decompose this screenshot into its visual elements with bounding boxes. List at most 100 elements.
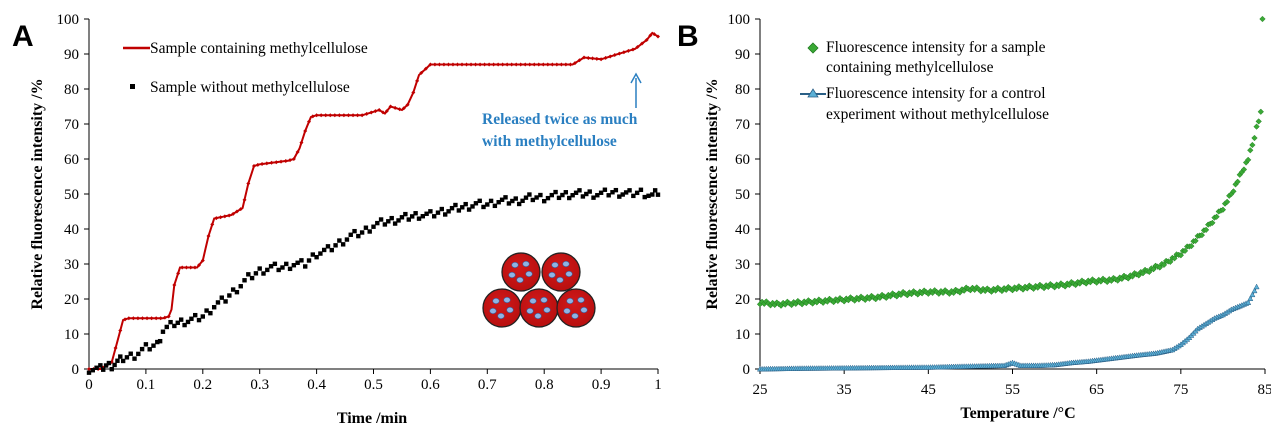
y-tick-label: 10 <box>64 327 79 343</box>
data-point-without <box>614 188 618 192</box>
data-point-methylcellulose <box>546 63 550 67</box>
particle-circle <box>542 253 580 291</box>
data-point-without <box>322 248 326 252</box>
legend-label-without: Sample without methylcellulose <box>150 79 350 96</box>
data-point-without <box>112 363 116 367</box>
x-tick-label: 0.8 <box>535 377 554 393</box>
y-tick-label: 60 <box>64 152 79 168</box>
data-point-methylcellulose-b <box>1258 109 1264 115</box>
data-point-methylcellulose <box>451 63 455 67</box>
nanoparticle-dot <box>549 272 556 277</box>
y-tick-label: 70 <box>735 117 750 133</box>
nanoparticle-dot <box>567 298 574 303</box>
y-tick-label: 20 <box>64 292 79 308</box>
data-point-without <box>542 199 546 203</box>
x-tick-label: 0.5 <box>364 377 383 393</box>
data-point-methylcellulose <box>131 316 135 320</box>
data-point-methylcellulose <box>550 63 554 67</box>
y-tick-label: 60 <box>735 152 750 168</box>
particle-circle <box>502 253 540 291</box>
data-point-without <box>390 216 394 220</box>
data-point-without <box>121 359 125 363</box>
data-point-without <box>140 347 144 351</box>
data-point-without <box>118 354 122 358</box>
data-point-without <box>216 300 220 304</box>
x-tick-label: 1 <box>654 377 662 393</box>
data-point-without <box>534 195 538 199</box>
data-point-without <box>631 194 635 198</box>
nanoparticle-dot <box>581 307 588 312</box>
nanoparticle-dot <box>566 271 573 276</box>
y-tick-label: 90 <box>64 47 79 63</box>
data-point-methylcellulose <box>260 162 264 166</box>
data-point-methylcellulose-b <box>1256 119 1262 125</box>
nanoparticle-dot <box>557 277 564 282</box>
data-point-methylcellulose <box>433 63 437 67</box>
data-point-without <box>463 202 467 206</box>
data-point-methylcellulose <box>568 63 572 67</box>
data-point-methylcellulose <box>541 63 545 67</box>
data-point-without <box>493 204 497 208</box>
data-point-without <box>258 266 262 270</box>
legend-label-blue-line-2: experiment without methylcellulose <box>826 106 1049 123</box>
legend-a: Sample containing methylcellulose Sample… <box>123 40 368 96</box>
data-point-methylcellulose <box>284 159 288 163</box>
data-point-without <box>577 188 581 192</box>
data-point-without <box>635 191 639 195</box>
data-point-methylcellulose <box>193 266 197 270</box>
data-point-without <box>603 188 607 192</box>
data-point-without <box>204 308 208 312</box>
y-tick-label: 30 <box>735 257 750 273</box>
data-point-without <box>538 193 542 197</box>
data-point-without <box>307 258 311 262</box>
nanoparticle-dot <box>563 261 570 266</box>
data-point-methylcellulose-b <box>1254 124 1260 130</box>
nanoparticle-dot <box>578 297 585 302</box>
y-tick-label: 10 <box>735 327 750 343</box>
annotation-line-2: with methylcellulose <box>482 133 617 150</box>
y-tick-label: 40 <box>64 222 79 238</box>
data-point-methylcellulose <box>346 113 350 117</box>
data-point-methylcellulose <box>159 316 163 320</box>
nanoparticle-dot <box>535 313 542 318</box>
nanoparticle-dot <box>541 297 548 302</box>
data-point-without <box>550 193 554 197</box>
data-point-methylcellulose <box>150 316 154 320</box>
data-point-without <box>115 359 119 363</box>
y-tick-label: 40 <box>735 222 750 238</box>
data-point-without <box>564 190 568 194</box>
data-point-without <box>413 211 417 215</box>
data-point-methylcellulose <box>586 56 590 60</box>
data-point-without <box>132 356 136 360</box>
data-point-without <box>352 229 356 233</box>
data-point-methylcellulose <box>469 63 473 67</box>
x-tick-label: 35 <box>837 382 852 398</box>
x-tick-label: 0.9 <box>592 377 611 393</box>
data-point-methylcellulose <box>460 63 464 67</box>
data-point-without <box>337 238 341 242</box>
data-point-methylcellulose <box>184 266 188 270</box>
data-point-without <box>606 193 610 197</box>
legend-label-blue-line-1: Fluorescence intensity for a control <box>826 85 1046 102</box>
x-axis-title-b: Temperature /°C <box>960 405 1075 422</box>
y-tick-label: 80 <box>64 82 79 98</box>
panel-letter-b: B <box>677 20 699 53</box>
data-point-methylcellulose <box>136 316 140 320</box>
y-tick-label: 80 <box>735 82 750 98</box>
nanoparticle-dot <box>552 262 559 267</box>
data-point-without <box>220 295 224 299</box>
data-point-without <box>432 214 436 218</box>
data-point-methylcellulose <box>446 63 450 67</box>
data-point-without <box>424 212 428 216</box>
data-point-without <box>403 212 407 216</box>
x-tick-label: 65 <box>1089 382 1104 398</box>
data-point-without <box>276 268 280 272</box>
y-tick-label: 90 <box>735 47 750 63</box>
data-point-without <box>485 202 489 206</box>
data-point-methylcellulose <box>455 63 459 67</box>
data-point-without <box>314 255 318 259</box>
data-point-methylcellulose <box>189 266 193 270</box>
y-tick-label: 100 <box>57 12 80 28</box>
